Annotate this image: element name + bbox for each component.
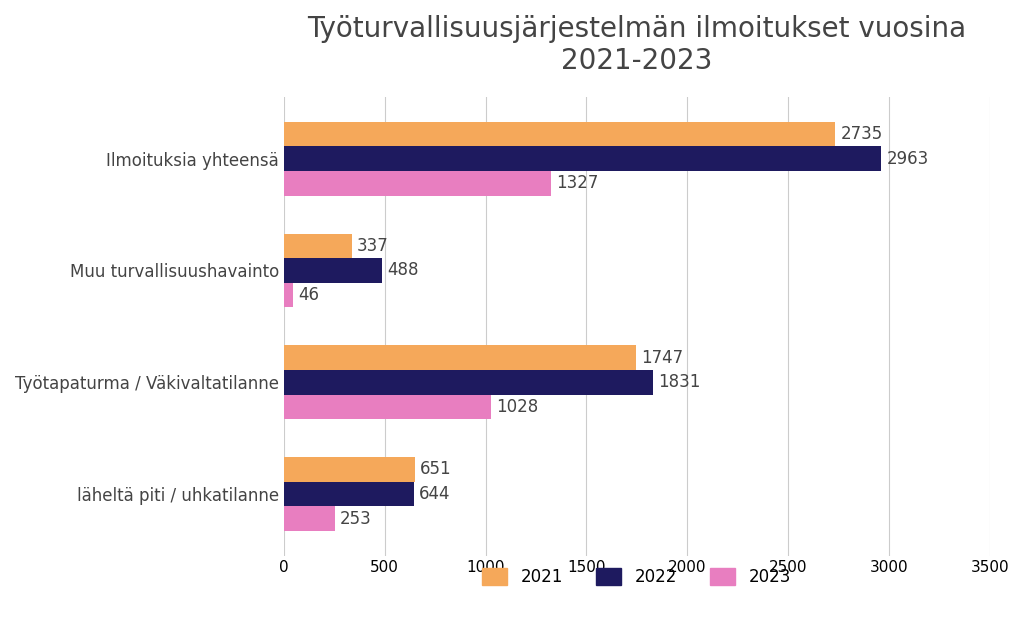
- Text: 651: 651: [420, 460, 452, 478]
- Bar: [284, 171, 552, 196]
- Text: 1831: 1831: [658, 374, 700, 392]
- Text: 1327: 1327: [556, 175, 599, 193]
- Text: 253: 253: [340, 509, 372, 527]
- Bar: [284, 122, 836, 146]
- Bar: [284, 506, 335, 531]
- Text: 2735: 2735: [841, 125, 883, 143]
- Text: 46: 46: [298, 286, 319, 304]
- Text: 1028: 1028: [497, 398, 539, 416]
- Title: Työturvallisuusjärjestelmän ilmoitukset vuosina
2021-2023: Työturvallisuusjärjestelmän ilmoitukset …: [307, 15, 967, 75]
- Bar: [284, 370, 653, 395]
- Bar: [284, 258, 382, 283]
- Text: 488: 488: [387, 261, 419, 279]
- Text: 644: 644: [419, 485, 451, 503]
- Bar: [284, 283, 293, 307]
- Bar: [284, 234, 352, 258]
- Text: 337: 337: [356, 237, 389, 255]
- Text: 2963: 2963: [887, 149, 929, 167]
- Bar: [284, 482, 414, 506]
- Bar: [284, 457, 415, 482]
- Bar: [284, 345, 636, 370]
- Bar: [284, 146, 882, 171]
- Legend: 2021, 2022, 2023: 2021, 2022, 2023: [476, 562, 798, 593]
- Bar: [284, 395, 492, 419]
- Text: 1747: 1747: [641, 348, 683, 366]
